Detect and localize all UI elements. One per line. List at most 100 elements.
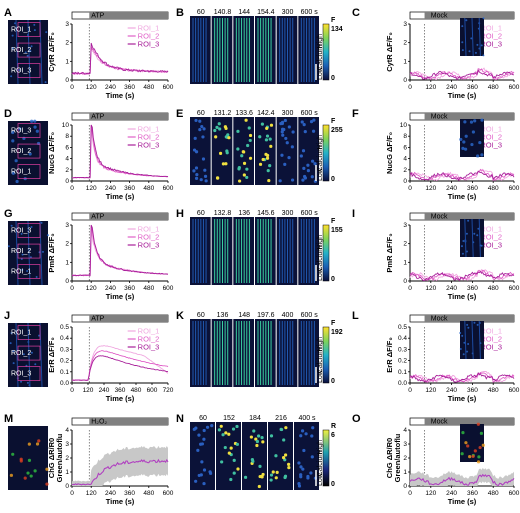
roi-3-trace: [409, 372, 515, 383]
colorbar-low-label: Low: [317, 167, 324, 181]
colorbar-low-label: Low: [317, 472, 324, 486]
cell-dot: [473, 119, 477, 123]
colorbar-high-label: High: [317, 337, 324, 352]
colorbar-letter: F: [331, 218, 336, 225]
cell-dot: [45, 31, 48, 34]
nucleus-dot: [282, 438, 286, 442]
colorbar-min: 0: [331, 378, 335, 385]
colorbar-max: 134: [331, 26, 343, 33]
legend-label-roi-2: ROI_2: [480, 335, 502, 344]
panel-letter-B: B: [176, 7, 184, 19]
roi-thumbnail-image: [459, 118, 484, 158]
nucleus-dot: [219, 424, 223, 428]
nucleus-dot: [197, 433, 201, 437]
nucleus-dot: [238, 179, 242, 183]
cell-dot: [461, 49, 464, 52]
colorbar-min: 0: [331, 481, 335, 488]
cell-dot: [40, 221, 43, 224]
x-tick-label: 600: [163, 285, 174, 292]
panel-letter-C: C: [352, 7, 360, 19]
cell-dot: [18, 127, 22, 131]
x-tick-label: 480: [143, 84, 154, 91]
x-tick-label: 120: [425, 285, 436, 292]
nucleus-dot: [268, 137, 272, 141]
nucleus-dot: [201, 135, 205, 139]
cell-dot: [35, 442, 40, 446]
nucleus-dot: [297, 461, 301, 465]
colorbar-max: 155: [331, 227, 343, 234]
legend-label-roi-2: ROI_2: [138, 233, 160, 242]
panel-letter-A: A: [4, 7, 12, 19]
nucleus-dot: [200, 442, 205, 446]
cell-dot: [459, 347, 462, 350]
roi-2-trace: [71, 45, 169, 75]
nucleus-dot: [245, 175, 249, 180]
y-tick-label: 0.0: [60, 380, 69, 387]
y-tick-label: 0.1: [60, 369, 69, 376]
nucleus-dot: [303, 174, 307, 179]
x-axis-label: Time (s): [448, 192, 477, 201]
nucleus-dot: [242, 161, 247, 165]
nucleus-dot: [193, 136, 197, 140]
x-tick-label: 600: [509, 387, 520, 394]
x-tick-label: 480: [131, 387, 142, 394]
colorbar-mid-label: Calcium: [317, 45, 324, 70]
nucleus-dot: [300, 120, 304, 124]
nucleus-dot: [196, 448, 200, 452]
cell-dot: [470, 142, 474, 147]
nucleus-dot: [203, 168, 207, 172]
cell-dot: [473, 232, 476, 235]
legend-label-roi-1: ROI_1: [138, 24, 160, 33]
timelapse-montage: 60 132.8 136 145.6 300 600 s F 155 0 HighCalciumL…: [190, 210, 343, 285]
cell-dot: [33, 23, 36, 26]
legend-label-roi-2: ROI_2: [480, 233, 502, 242]
nucleus-dot: [221, 162, 226, 166]
legend-label-roi-3: ROI_3: [138, 343, 160, 352]
cell-wall: [464, 218, 467, 258]
cell-dot: [461, 41, 464, 44]
roi-box: [17, 63, 41, 78]
nucleus-dot: [265, 156, 270, 160]
y-tick-label: 1: [403, 259, 407, 266]
roi-box: [17, 42, 41, 58]
nucleus-dot: [299, 473, 303, 477]
roi-3-trace: [71, 355, 169, 381]
cell-dot: [462, 240, 465, 243]
montage-frame: [268, 422, 293, 490]
y-axis-label: ChG ΔR/R0: [385, 438, 394, 478]
stimulus-bar-fill: [424, 418, 514, 425]
mean-trace: [409, 473, 515, 487]
y-tick-label: 4: [65, 427, 69, 434]
panel-letter-K: K: [176, 310, 184, 322]
roi-thumbnail-image: ROI_3 ROI_2 ROI_1: [7, 220, 49, 286]
cell-dot: [7, 245, 10, 248]
cell-dot: [476, 43, 479, 46]
roi-thumbnail-image: [8, 426, 49, 490]
cell-dot: [26, 54, 29, 57]
y-axis-label: PmR ΔF/F₀: [385, 233, 394, 272]
colorbar-high-label: High: [317, 235, 324, 250]
x-tick-label: 0: [70, 490, 74, 497]
colorbar-letter: F: [331, 17, 336, 24]
frame-time-label: 184: [249, 415, 261, 422]
nucleus-dot: [198, 128, 202, 132]
x-tick-label: 480: [488, 490, 499, 497]
frame-time-label: 142.4: [257, 110, 275, 117]
panel-letter-N: N: [176, 413, 184, 425]
colorbar-max: 192: [331, 329, 343, 336]
y-axis-label: ErR ΔF/F₀: [385, 337, 394, 372]
y-tick-label: 3: [65, 441, 69, 448]
nucleus-dot: [237, 167, 241, 171]
cell-dot: [467, 326, 470, 329]
x-axis-label: Time (s): [106, 91, 135, 100]
cell-dot: [45, 467, 49, 471]
x-tick-label: 0: [408, 387, 412, 394]
nucleus-dot: [246, 143, 250, 148]
x-tick-label: 120: [86, 84, 97, 91]
nucleus-dot: [299, 154, 303, 158]
y-tick-label: 0.3: [398, 346, 407, 353]
panel-letter-L: L: [352, 310, 359, 322]
nucleus-dot: [231, 427, 236, 431]
nucleus-dot: [248, 156, 253, 160]
